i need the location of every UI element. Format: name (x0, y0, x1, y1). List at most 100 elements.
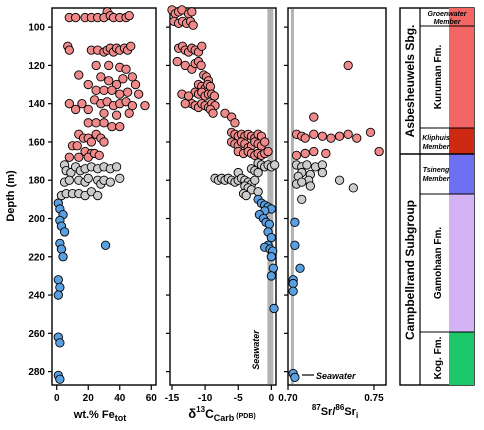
strat-subgroup-upper: Asbesheuwels Sbg. (403, 25, 417, 138)
strat-mem-groenwater-2: Member (434, 19, 462, 26)
fe-pink-point (64, 99, 74, 109)
fe-blue-point (59, 227, 70, 237)
strontium-grey-point (317, 167, 328, 178)
fe-grey-point (83, 173, 93, 183)
fe-pink-point (70, 104, 81, 115)
fe-panel-frame (51, 7, 157, 386)
carbon-x-tick-label: -5 (234, 393, 243, 404)
carbon-pink-point (205, 81, 216, 92)
fe-pink-point (83, 79, 93, 90)
strontium-x-tick-label: 0.75 (364, 393, 384, 404)
fe-pink-point (124, 11, 134, 21)
carbon-blue-point (266, 252, 277, 262)
carbon-blue-point (264, 219, 275, 229)
fe-blue-point (55, 282, 65, 293)
fe-grey-point (64, 175, 74, 185)
fe-pink-point (111, 110, 122, 120)
strontium-pink-point (334, 131, 345, 141)
fe-x-tick-label: 60 (146, 393, 158, 404)
y-tick-label: 180 (28, 176, 45, 187)
fe-pink-point (99, 118, 109, 128)
carbon-panel-frame (169, 7, 277, 386)
carbon-x-tick-label: 0 (269, 393, 275, 404)
axis-ticks: 0 20 40 60 100 120 140 160 180 200 220 240 260 280 -15… (28, 23, 384, 404)
fe-pink-point (99, 108, 109, 118)
strat-fm-gamohaan: Gamohaan Fm. (433, 227, 444, 299)
carbon-pink-point (196, 60, 206, 71)
strontium-pink-point (326, 133, 336, 143)
fe-pink-point (91, 85, 101, 95)
fe-blue-point (53, 290, 63, 300)
fe-blue-point (53, 275, 63, 285)
fe-grey-point (111, 162, 122, 172)
strontium-grey-point (302, 160, 312, 170)
strontium-grey-point (305, 181, 316, 191)
fe-pink-point (124, 108, 134, 118)
carbon-pink-point (172, 56, 182, 67)
carbon-pink-point (230, 118, 240, 128)
y-tick-label: 120 (28, 61, 45, 72)
carbon-pink-point (263, 146, 273, 157)
y-tick-label: 200 (28, 214, 45, 225)
strat-kliphuis-block (449, 128, 474, 154)
carbon-blue-point (269, 303, 279, 314)
fe-pink-point (70, 12, 81, 23)
carbon-pink-point (187, 7, 197, 17)
strat-mem-groenwater-1: Groenwater (428, 11, 468, 18)
fe-pink-point (122, 87, 133, 97)
strontium-pink-point (343, 60, 353, 71)
fe-grey-point (105, 177, 115, 187)
fe-pink-point (64, 45, 74, 55)
strontium-grey-point (348, 183, 358, 193)
strat-mem-kliphuis-1: Kliphuis (422, 135, 450, 142)
strontium-x-tick-label: 0.70 (278, 393, 298, 404)
fe-axis-label: wt.% Fetot (73, 409, 126, 423)
fe-x-tick-label: 40 (114, 393, 126, 404)
fe-pink-point (83, 104, 93, 115)
fe-grey-point (115, 173, 125, 183)
carbon-grey-point (270, 160, 280, 170)
strontium-blue-point (288, 286, 298, 296)
fe-blue-point (55, 338, 65, 348)
strat-kogelbeen-block (449, 332, 474, 385)
y-tick-label: 220 (28, 252, 45, 263)
fe-grey-point (93, 190, 103, 201)
strontium-pink-point (352, 133, 362, 143)
carbon-blue-point (266, 232, 277, 243)
strontium-pink-point (374, 146, 384, 157)
fe-pink-point (127, 72, 138, 82)
carbon-pink-point (180, 99, 190, 109)
fe-pink-point (134, 89, 144, 99)
fe-pink-point (115, 89, 125, 99)
seawater-vertical-label: Seawater (251, 330, 261, 370)
strontium-seawater-band (290, 9, 294, 384)
y-tick-label: 140 (28, 99, 45, 110)
carbon-pink-point (208, 108, 218, 118)
carbon-grey-point (253, 187, 263, 197)
fe-pink-point (91, 60, 101, 71)
fe-pink-point (121, 64, 131, 74)
fe-pink-point (83, 118, 93, 128)
fe-pink-point (127, 100, 138, 111)
fe-pink-point (118, 74, 128, 84)
strat-mem-tsineng-2: Member (423, 176, 451, 183)
fe-blue-point (58, 252, 68, 262)
fe-pink-point (104, 76, 114, 86)
strontium-axis-label: 87Sr/86Sri (312, 403, 358, 420)
fe-pink-point (74, 70, 84, 80)
strat-mem-tsineng-1: Tsineng (423, 167, 450, 174)
fe-x-tick-label: 0 (54, 393, 60, 404)
strat-subgroup-lower: Campbellrand Subgroup (403, 200, 417, 340)
carbon-pink-point (188, 20, 198, 30)
strontium-pink-point (317, 131, 328, 141)
carbon-pink-point (260, 137, 270, 147)
carbon-pink-point (209, 91, 220, 101)
strontium-pink-point (321, 148, 331, 159)
fe-blue-point (56, 244, 67, 254)
carbon-axis-label: δ13CCarb (PDB) (188, 405, 255, 423)
strat-fm-kogelbeen: Kog. Fm. (433, 336, 444, 379)
y-tick-label: 280 (28, 367, 45, 378)
fe-pink-point (107, 121, 117, 132)
carbon-blue-point (268, 263, 278, 273)
data-points (53, 5, 384, 384)
